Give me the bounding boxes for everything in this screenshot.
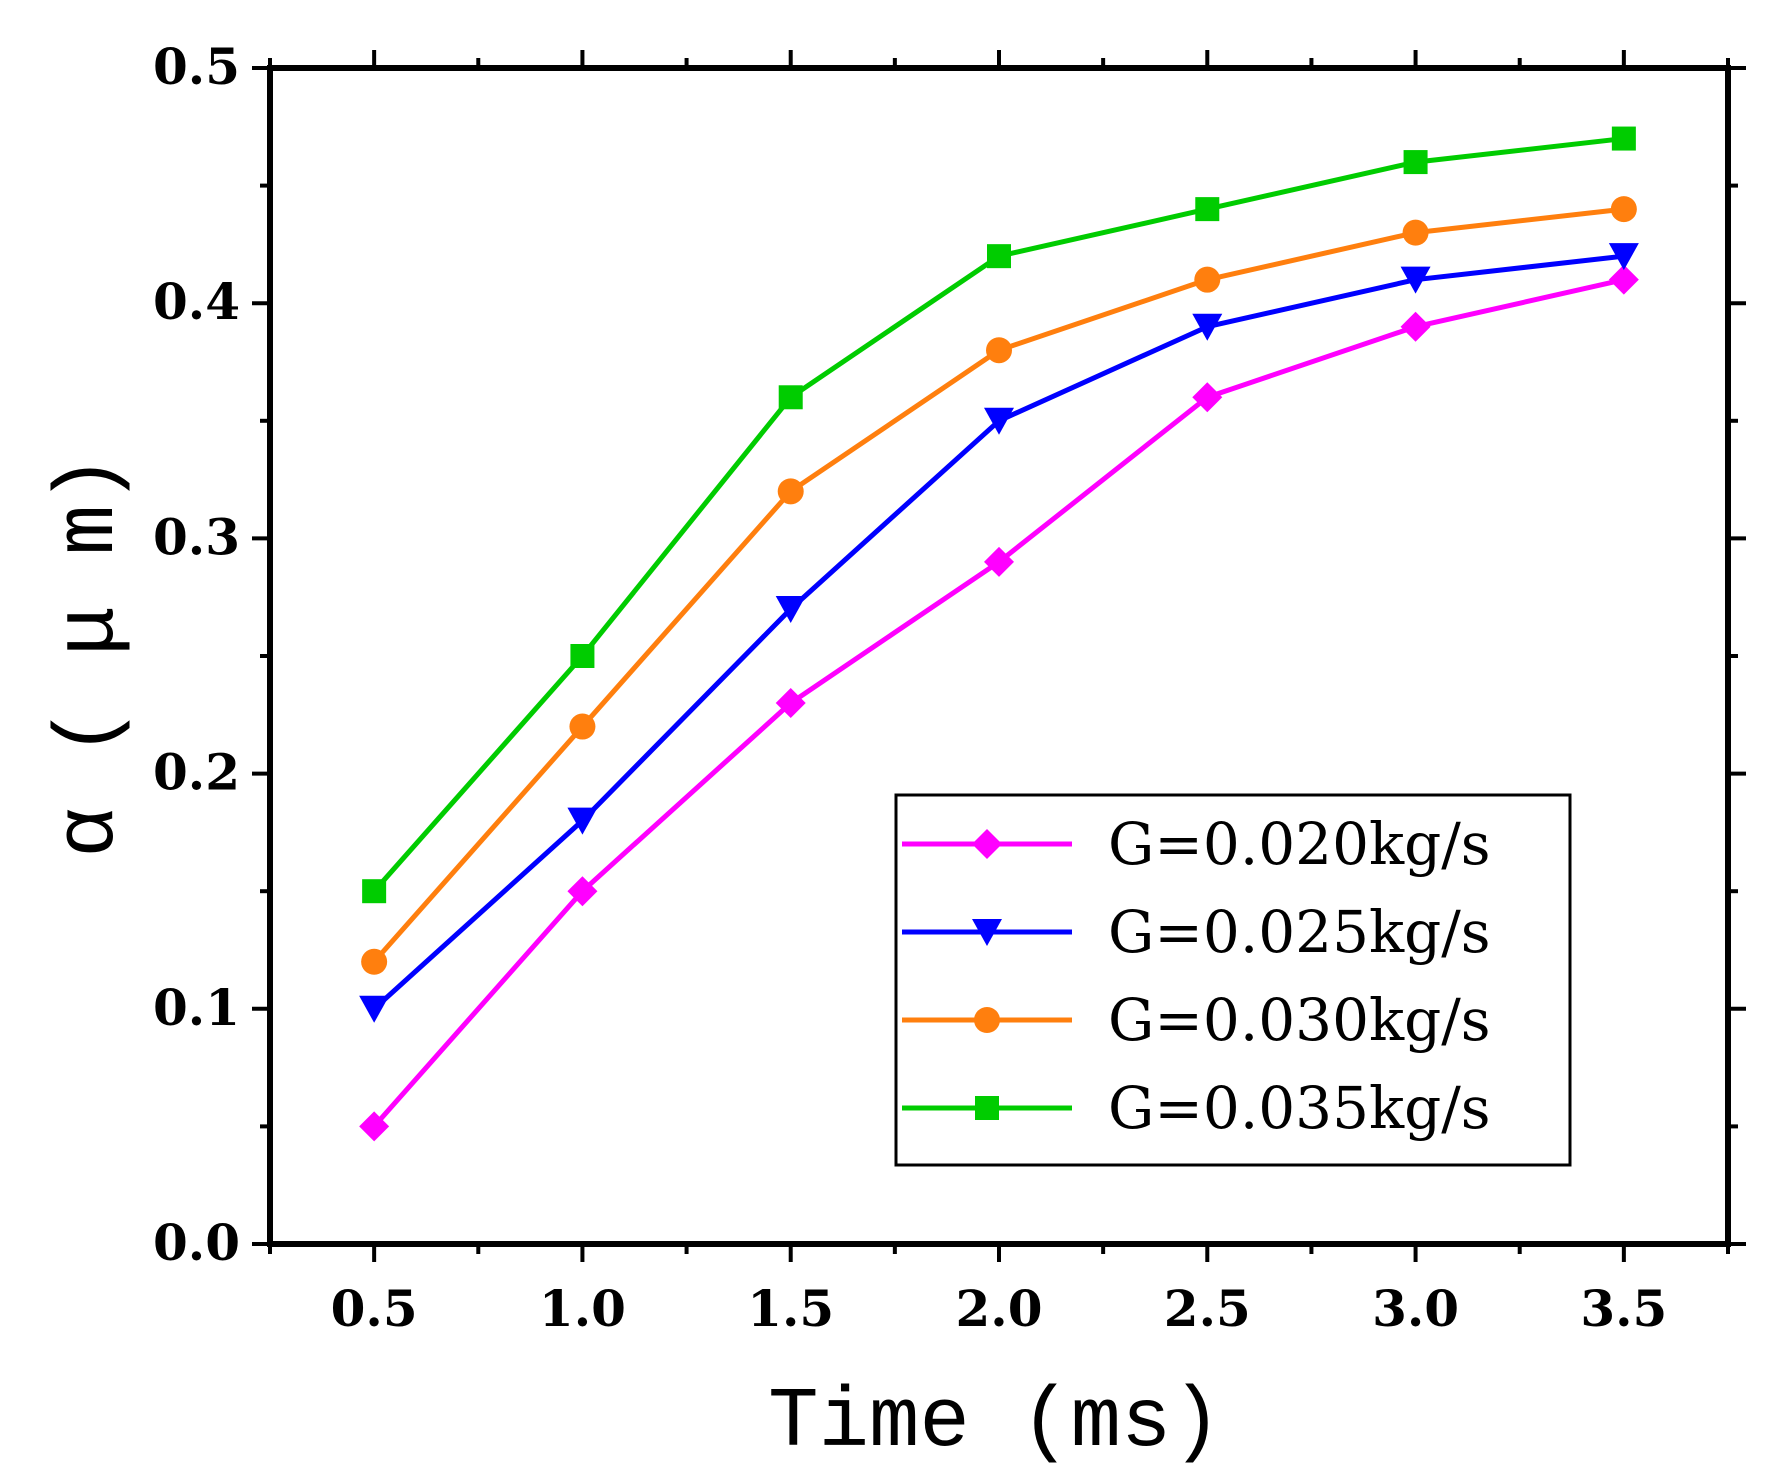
legend-label: G=0.020kg/s [1108,810,1491,878]
data-point [1611,126,1636,151]
data-point [1192,382,1223,413]
data-point [1195,197,1220,222]
x-tick-label: 3.5 [1580,1279,1667,1338]
legend-entry: G=0.030kg/s [902,986,1491,1054]
data-point [570,644,595,668]
data-point [984,407,1014,435]
axis-ticks: 0.0 0.1 0.2 0.3 0.4 0.5 0.5 1.0 1.5 2.0 2.5 3.0 3.5 [153,37,1746,1338]
legend-label: G=0.030kg/s [1108,986,1491,1054]
legend-box [894,793,1572,1167]
x-tick-label: 1.5 [747,1279,834,1338]
y-tick-label: 0.1 [153,978,240,1037]
x-axis-title: Time (ms) [768,1376,1222,1471]
x-tick-label: 3.0 [1372,1279,1459,1338]
legend-marker [975,1096,999,1120]
series-group [359,243,1639,1023]
x-tick-label: 1.0 [539,1279,626,1338]
y-tick-label: 0.5 [153,37,240,96]
legend-marker [972,919,1002,946]
series-layer [359,126,1639,1142]
data-point [1403,150,1428,175]
data-point [361,948,388,975]
series-group [359,264,1639,1142]
legend-marker [972,829,1002,859]
data-point [1402,219,1429,246]
data-point [778,385,803,410]
data-point [1610,196,1637,223]
data-point [1400,311,1431,342]
data-point [1608,264,1639,295]
y-tick-label: 0.2 [153,743,240,802]
series-group [362,126,1636,904]
data-point [362,879,387,904]
legend-marker [974,1007,1000,1033]
legend-entry: G=0.020kg/s [902,810,1491,878]
data-point [986,337,1012,364]
data-point [775,595,806,623]
data-point [569,713,596,740]
y-tick-label: 0.0 [153,1213,240,1272]
data-point [1192,313,1223,341]
y-tick-label: 0.4 [153,272,240,331]
data-point [1194,266,1221,293]
data-point [987,244,1011,269]
series-group [361,196,1637,975]
x-tick-label: 2.5 [1164,1279,1251,1338]
data-point [777,478,804,505]
data-point [567,807,598,835]
x-tick-label: 0.5 [331,1279,418,1338]
legend-entry: G=0.035kg/s [902,1074,1491,1142]
plot-frame [267,65,1731,1247]
legend-entry: G=0.025kg/s [902,898,1491,966]
legend: G=0.020kg/s G=0.025kg/s G=0.030kg/s G=0.035… [894,793,1572,1167]
data-point [775,688,806,719]
data-point [567,876,598,907]
data-point [359,1111,390,1142]
data-point [359,995,390,1023]
x-tick-label: 2.0 [956,1279,1043,1338]
data-point [1608,243,1639,271]
data-point [984,546,1014,577]
legend-label: G=0.025kg/s [1108,898,1491,966]
data-point [1400,266,1431,294]
y-tick-label: 0.3 [153,507,240,566]
legend-label: G=0.035kg/s [1108,1074,1491,1142]
y-axis-title: α ( μ m) [43,454,138,857]
